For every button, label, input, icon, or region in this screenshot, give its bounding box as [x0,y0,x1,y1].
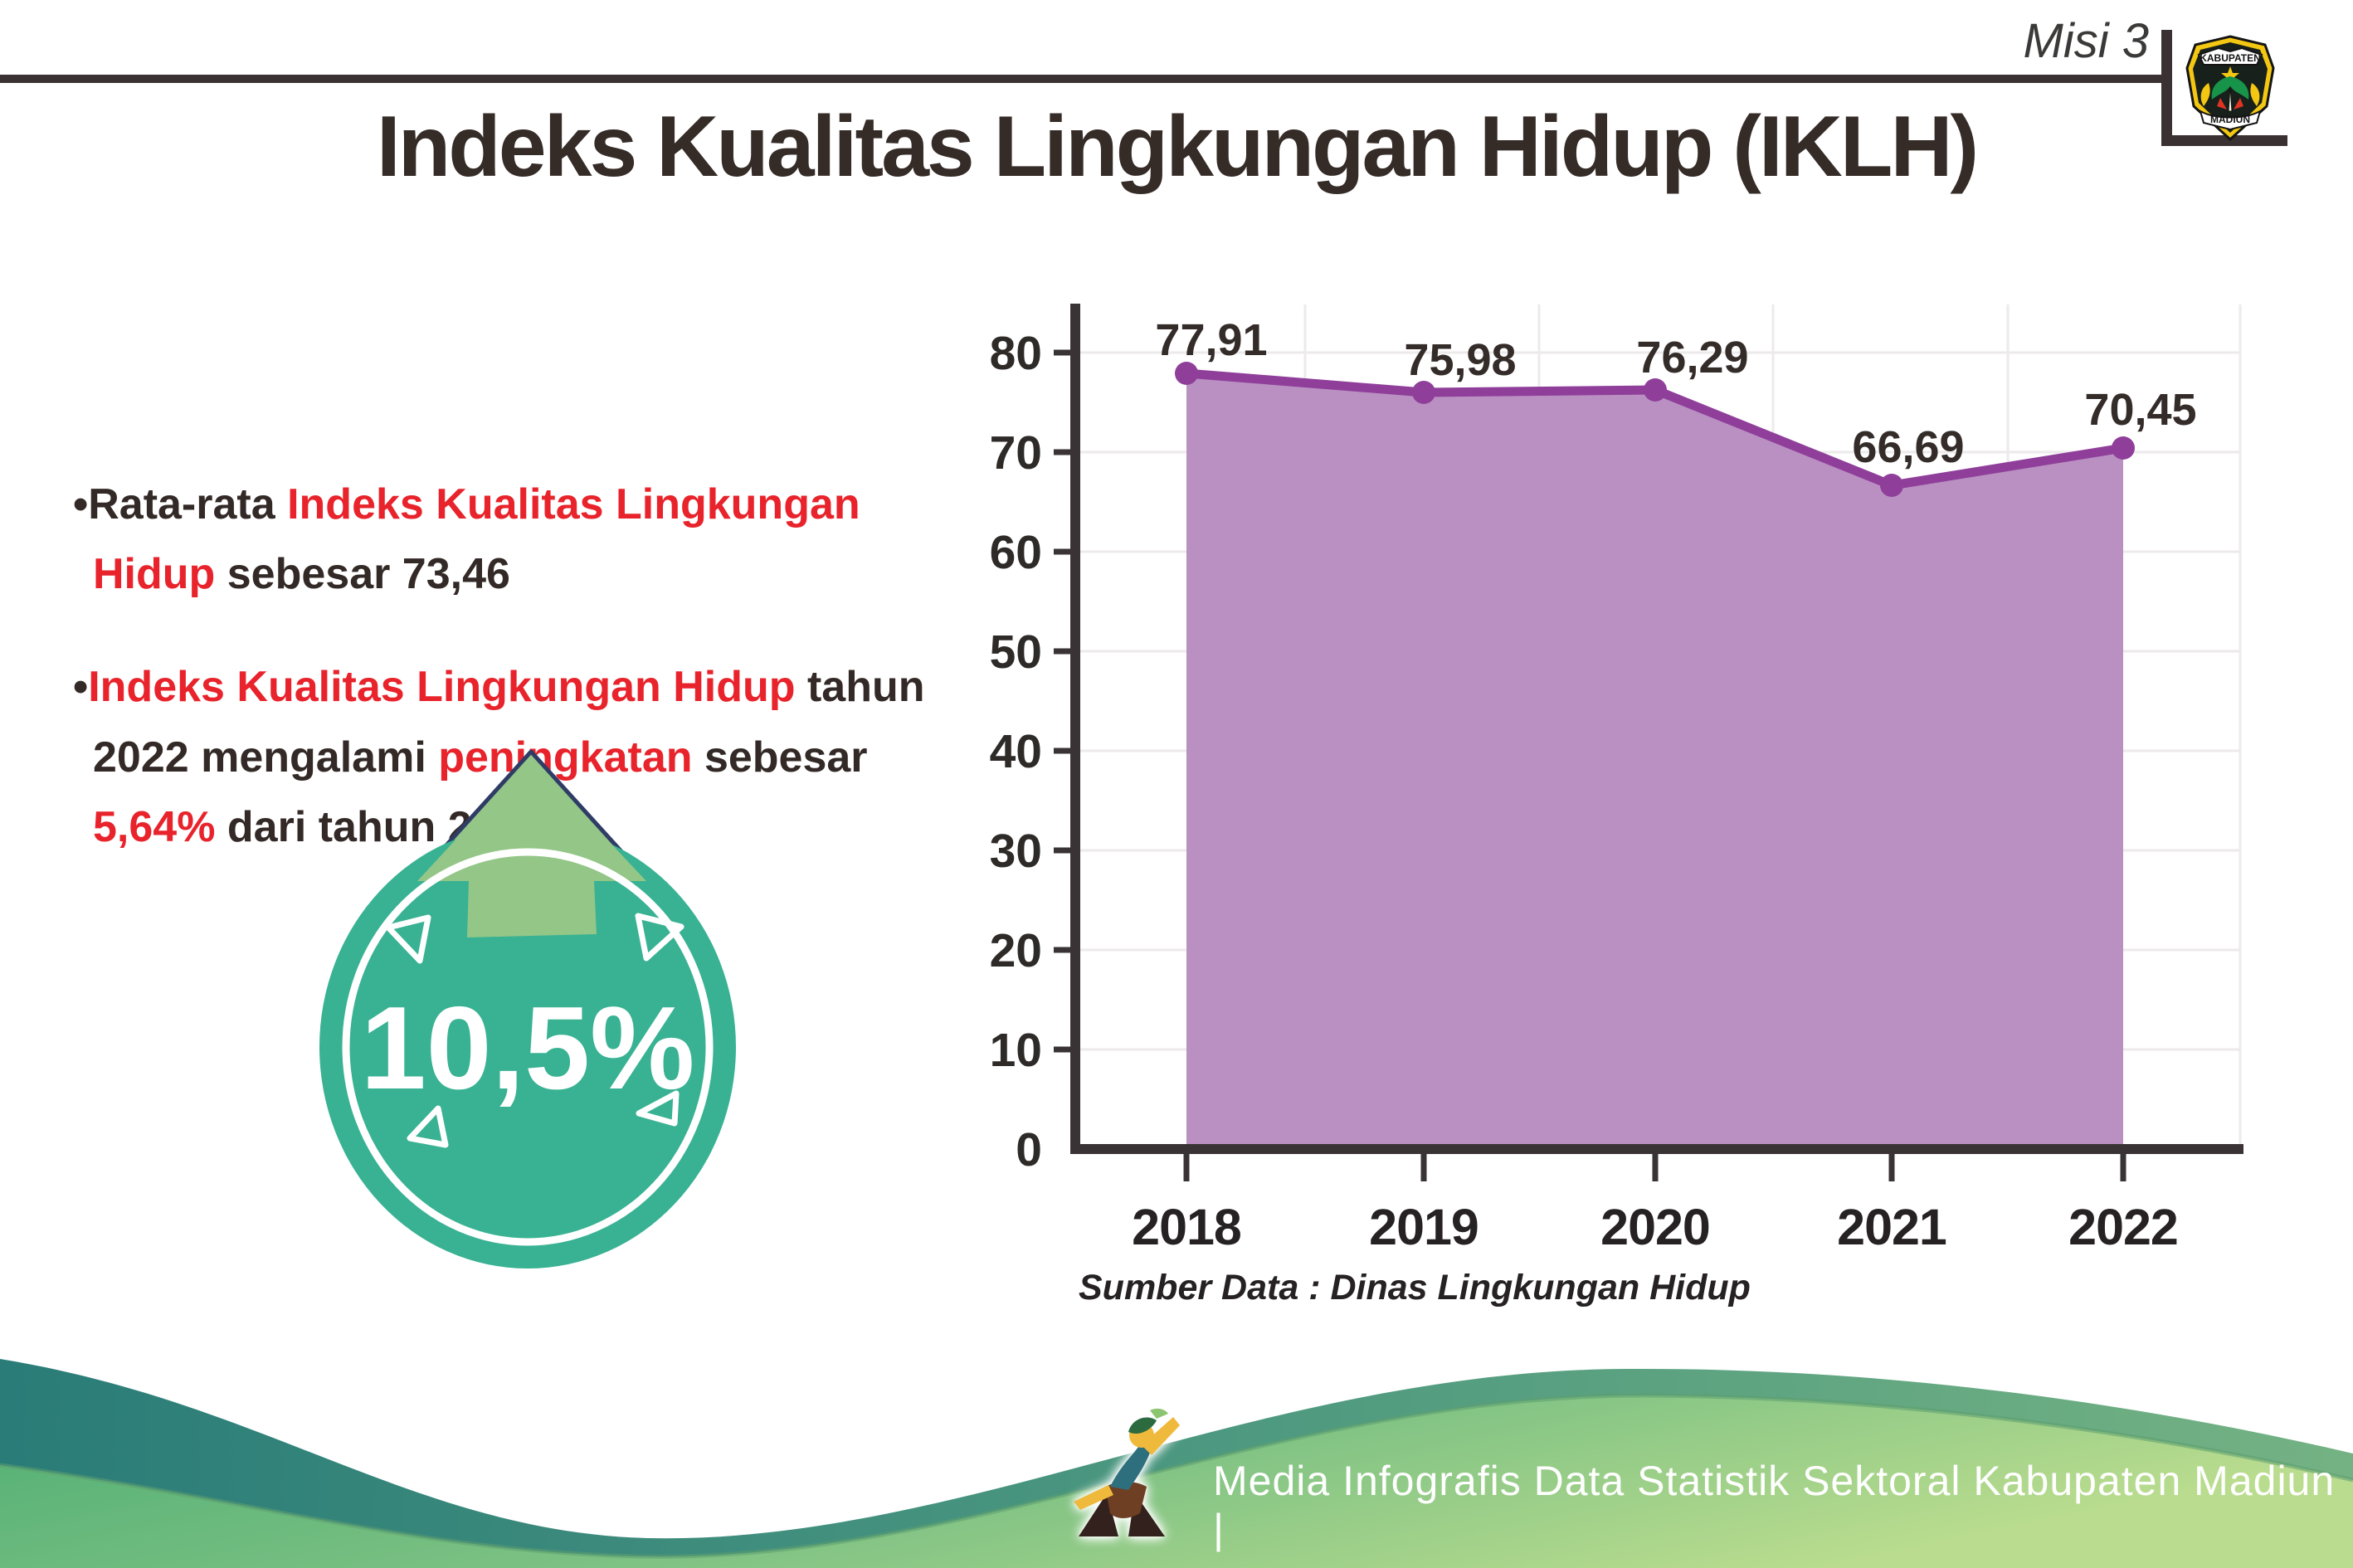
bullet2-highlight-2: peningkatan [438,733,693,782]
svg-text:10: 10 [990,1024,1042,1077]
svg-text:75,98: 75,98 [1404,335,1516,385]
svg-text:0: 0 [1016,1123,1042,1176]
footer-wave-rim [0,1393,2353,1559]
key-points: •Rata-rata Indeks Kualitas Lingkungan Hi… [73,470,977,905]
increase-badge: 10,5% [319,749,736,1269]
chart-axes [1054,304,2243,1181]
svg-text:2021: 2021 [1837,1199,1946,1255]
y-axis-labels: 80 70 60 50 40 30 20 10 0 [990,327,1042,1176]
svg-text:60: 60 [990,526,1042,579]
badge-value: 10,5% [361,982,695,1114]
svg-text:KABUPATEN: KABUPATEN [2200,52,2261,64]
svg-text:MADIUN: MADIUN [2210,114,2250,125]
bullet-average-iklh: •Rata-rata Indeks Kualitas Lingkungan Hi… [73,470,977,609]
bullet-dot: • [73,480,89,528]
data-labels: 77,91 75,98 76,29 66,69 70,45 [1155,315,2196,472]
bullet1-text-2: sebesar 73,46 [215,550,510,599]
svg-text:40: 40 [990,725,1042,778]
svg-text:80: 80 [990,327,1042,380]
x-axis-labels: 2018 2019 2020 2021 2022 [1132,1199,2179,1255]
badge-ring [342,848,714,1246]
svg-text:70: 70 [990,426,1042,480]
badge-sparkles [385,913,684,1148]
series-points [1175,362,2135,497]
area-fill [1186,373,2123,1146]
svg-text:50: 50 [990,626,1042,679]
svg-text:20: 20 [990,924,1042,977]
footer-waves [0,1359,2353,1568]
logo-frame-horizontal [2161,135,2287,146]
bullet-dot: • [73,663,89,712]
svg-text:70,45: 70,45 [2084,385,2196,435]
bullet1-highlight: Indeks Kualitas Lingkungan Hidup [93,480,860,599]
axis-ticks [1054,349,2126,1181]
bullet2-text-1: tahun 2022 mengalami [93,663,925,782]
source-note: Sumber Data : Dinas Lingkungan Hidup [1079,1268,1751,1307]
misi-label: Misi 3 [2023,14,2149,68]
bullet-increase-2022: •Indeks Kualitas Lingkungan Hidup tahun … [73,652,977,862]
bullet2-highlight-1: Indeks Kualitas Lingkungan Hidup [88,663,796,712]
kabupaten-madiun-logo-icon: KABUPATEN MADIUN [2185,35,2275,141]
svg-text:77,91: 77,91 [1155,315,1267,365]
bullet2-text-2: sebesar [692,733,868,782]
svg-text:2019: 2019 [1369,1199,1479,1255]
bullet1-text: Rata-rata [88,480,288,528]
svg-text:2018: 2018 [1132,1199,1241,1255]
svg-text:66,69: 66,69 [1852,422,1964,472]
footer-credit: Media Infografis Data Statistik Sektoral… [1213,1458,2336,1552]
header-rule [0,75,2167,83]
svg-text:76,29: 76,29 [1636,333,1748,382]
mascot-icon [1074,1408,1180,1536]
logo-frame-vertical [2161,30,2172,146]
svg-text:2020: 2020 [1600,1199,1710,1255]
svg-text:30: 30 [990,825,1042,878]
bullet2-highlight-3: 5,64% [93,802,216,851]
up-arrow-overlap [417,758,646,937]
svg-text:2022: 2022 [2068,1199,2178,1255]
footer-wave-green [0,1395,2353,1568]
page-title: Indeks Kualitas Lingkungan Hidup (IKLH) [376,99,1979,195]
